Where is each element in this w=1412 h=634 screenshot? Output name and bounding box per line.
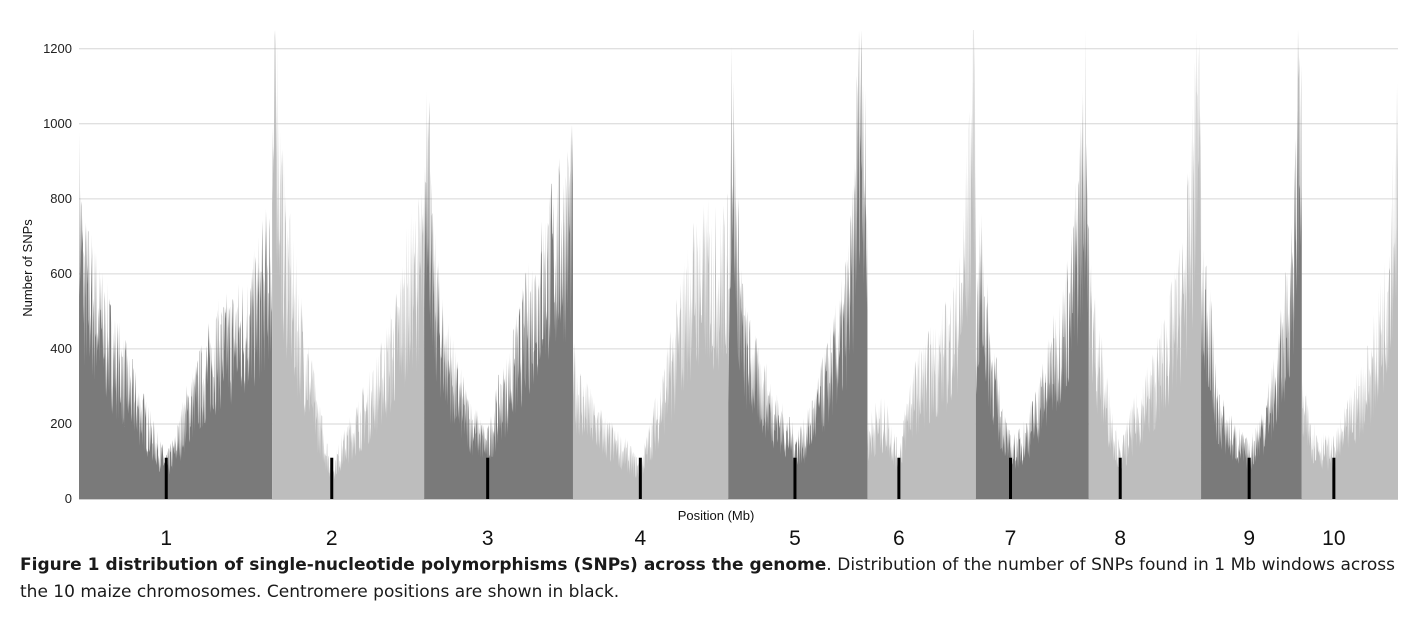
centromere-2	[330, 457, 334, 499]
y-tick-label: 800	[50, 191, 72, 206]
y-tick-label: 600	[50, 266, 72, 281]
y-tick-label: 200	[50, 416, 72, 431]
y-tick-label: 1200	[43, 41, 72, 56]
y-axis-title: Number of SNPs	[20, 219, 35, 317]
y-tick-labels: 0 200 400 600 800 1000 1200	[43, 41, 72, 506]
chromosome-area-3	[424, 91, 573, 499]
chromosome-label: 8	[1114, 527, 1126, 550]
chromosome-label: 3	[482, 527, 494, 550]
snp-distribution-chart: 0 200 400 600 800 1000 1200 1 2 3 4 5 6 7 8 9 10 Positi…	[20, 30, 1398, 550]
centromere-6	[897, 457, 901, 499]
chromosome-areas	[79, 30, 1398, 499]
centromere-9	[1247, 457, 1251, 499]
centromere-10	[1332, 457, 1336, 499]
centromere-3	[486, 457, 490, 499]
y-tick-label: 400	[50, 341, 72, 356]
chromosome-area-8	[1088, 30, 1202, 499]
figure-caption: Figure 1 distribution of single-nucleoti…	[20, 552, 1395, 606]
centromere-7	[1009, 457, 1013, 499]
chromosome-area-4	[572, 193, 729, 499]
chromosome-label: 9	[1243, 527, 1255, 550]
chromosome-area-6	[867, 30, 976, 499]
chromosome-label: 10	[1322, 527, 1345, 550]
caption-text: . Distribution of the number of SNPs fou…	[20, 555, 1396, 602]
chromosome-label: 4	[634, 527, 646, 550]
centromere-4	[638, 457, 642, 499]
chromosome-area-5	[728, 30, 868, 499]
chromosome-labels: 1 2 3 4 5 6 7 8 9 10	[160, 527, 1345, 550]
chromosome-label: 1	[160, 527, 172, 550]
y-tick-label: 1000	[43, 116, 72, 131]
chromosome-area-9	[1201, 30, 1302, 499]
chromosome-area-10	[1301, 82, 1398, 499]
chromosome-label: 7	[1005, 527, 1017, 550]
chromosome-area-2	[272, 30, 425, 499]
chromosome-label: 2	[326, 527, 338, 550]
centromere-marks	[164, 457, 1336, 499]
centromere-8	[1118, 457, 1122, 499]
chromosome-label: 6	[893, 527, 905, 550]
x-axis-title: Position (Mb)	[678, 508, 755, 523]
centromere-5	[793, 457, 797, 499]
chromosome-area-1	[79, 132, 273, 499]
y-tick-label: 0	[65, 491, 72, 506]
centromere-1	[164, 457, 168, 499]
caption-title: Figure 1 distribution of single-nucleoti…	[20, 555, 827, 575]
chromosome-area-7	[975, 30, 1089, 499]
chromosome-label: 5	[789, 527, 801, 550]
